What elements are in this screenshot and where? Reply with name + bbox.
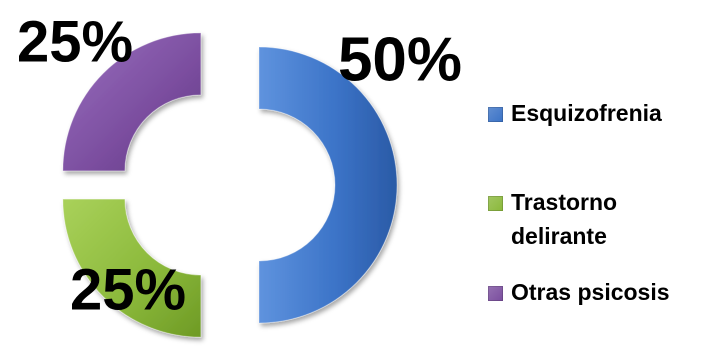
slice-esquizofrenia	[258, 46, 398, 324]
data-label-trastorno-delirante: 25%	[70, 258, 186, 323]
legend-label-esquizofrenia: Esquizofrenia	[511, 100, 662, 126]
data-label-esquizofrenia: 50%	[338, 26, 462, 95]
legend-item-otras-psicosis: Otras psicosis	[488, 275, 670, 309]
legend-label-trastorno-delirante: Trastorno delirante	[511, 189, 618, 249]
legend-item-trastorno-delirante: Trastorno delirante	[488, 185, 638, 253]
legend-swatch-esquizofrenia	[488, 107, 503, 122]
legend-label-otras-psicosis: Otras psicosis	[511, 279, 670, 305]
legend-item-esquizofrenia: Esquizofrenia	[488, 96, 662, 130]
legend-swatch-trastorno-delirante	[488, 196, 503, 211]
slice-trastorno-delirante	[62, 198, 202, 338]
slice-otras-psicosis	[62, 32, 202, 172]
legend-swatch-otras-psicosis	[488, 286, 503, 301]
data-label-otras-psicosis: 25%	[17, 10, 133, 75]
